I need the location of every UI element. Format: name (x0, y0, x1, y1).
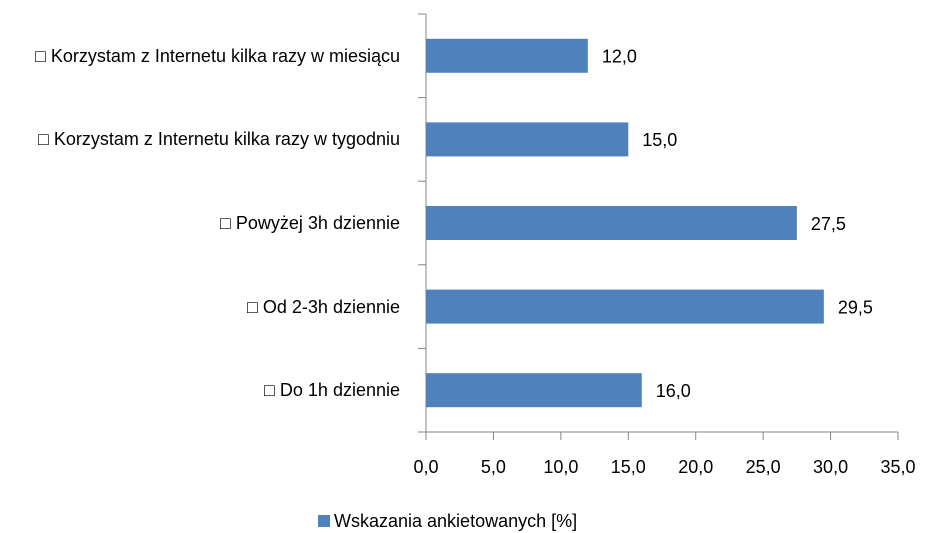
x-tick-label: 20,0 (678, 457, 713, 477)
bar (426, 38, 588, 73)
x-tick-label: 0,0 (413, 457, 438, 477)
bar (426, 289, 824, 324)
x-tick-label: 25,0 (746, 457, 781, 477)
bar (426, 373, 642, 408)
data-label: 29,5 (838, 297, 873, 317)
y-tick-label: □ Do 1h dziennie (264, 380, 400, 401)
x-tick-label: 10,0 (543, 457, 578, 477)
data-label: 27,5 (811, 214, 846, 234)
y-tick-label: □ Korzystam z Internetu kilka razy w tyg… (37, 129, 400, 150)
data-label: 12,0 (602, 47, 637, 67)
legend-swatch (318, 515, 330, 527)
legend-label: Wskazania ankietowanych [%] (334, 511, 577, 531)
y-tick-label: □ Korzystam z Internetu kilka razy w mie… (35, 45, 400, 66)
bar (426, 206, 797, 240)
x-tick-label: 35,0 (880, 457, 915, 477)
x-tick-label: 30,0 (813, 457, 848, 477)
data-label: 16,0 (656, 381, 691, 401)
y-tick-label: □ Od 2-3h dziennie (247, 296, 400, 317)
bar (426, 122, 629, 157)
y-tick-label: □ Powyżej 3h dziennie (220, 213, 400, 233)
x-tick-label: 5,0 (481, 457, 506, 477)
x-tick-label: 15,0 (611, 457, 646, 477)
data-label: 15,0 (642, 130, 677, 150)
